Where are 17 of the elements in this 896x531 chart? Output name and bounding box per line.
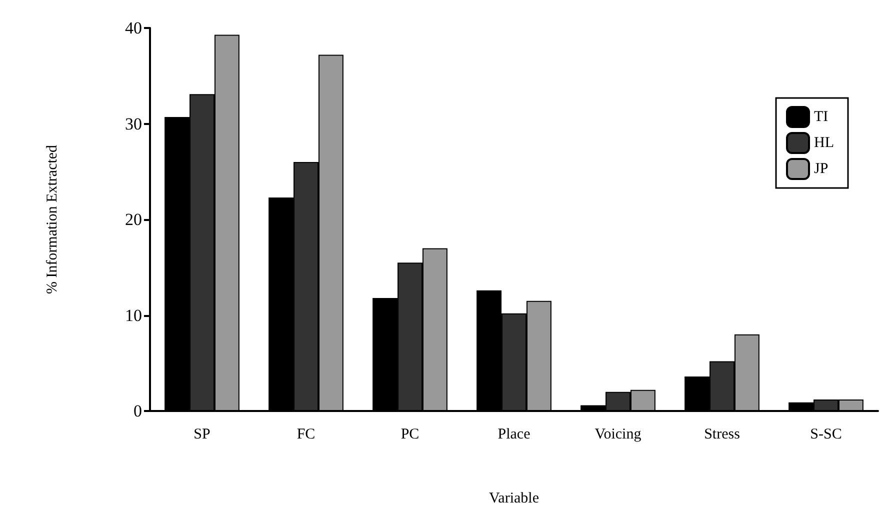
y-tick-label: 40: [125, 18, 142, 38]
y-tick-label: 0: [134, 402, 142, 420]
y-tick-label: 30: [125, 114, 142, 134]
y-tick-label: 20: [125, 210, 142, 229]
x-tick-label: S-SC: [810, 426, 842, 442]
x-tick-label: PC: [400, 426, 420, 442]
x-tick-label: Voicing: [594, 426, 642, 442]
y-axis-title: % Information Extracted: [44, 144, 60, 294]
legend-label: HL: [814, 135, 834, 151]
x-tick-label: Place: [498, 426, 531, 442]
legend-label: JP: [814, 161, 828, 177]
x-tick-label: Stress: [704, 426, 740, 442]
x-axis-title: Variable: [489, 490, 540, 506]
x-tick-label: SP: [194, 426, 210, 442]
legend-label: TI: [814, 109, 828, 125]
y-tick-label: 10: [125, 306, 142, 325]
x-tick-label: FC: [296, 426, 316, 442]
